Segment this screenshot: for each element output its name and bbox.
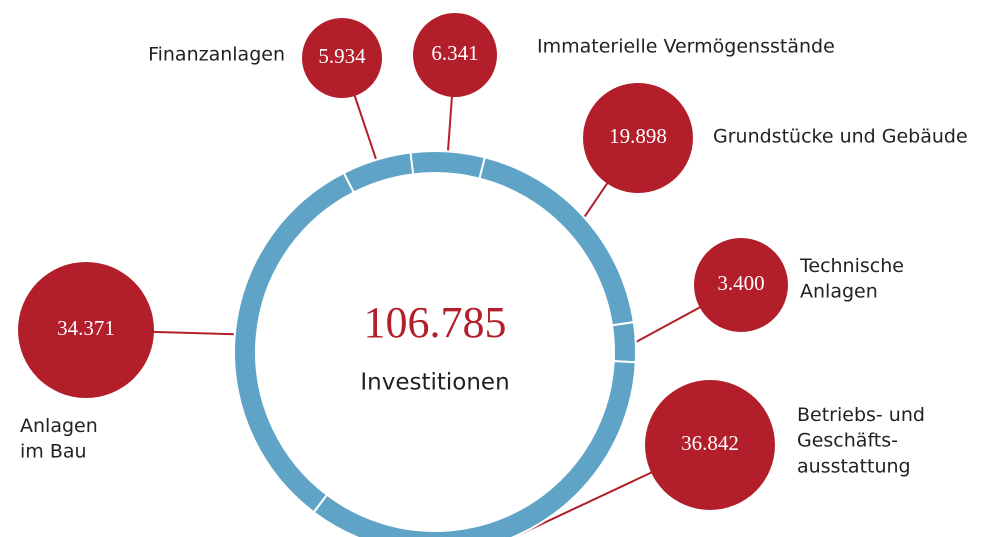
value-bubble [413,13,497,97]
value-label: 5.934 [318,44,366,68]
donut [233,150,637,537]
value-label: 3.400 [717,271,764,295]
center-label: Investitionen [360,370,509,396]
donut-segment [233,171,356,514]
donut-segment [342,151,415,194]
category-label: Finanzanlagen [148,44,285,66]
donut-segment [409,150,487,180]
value-label: 6.341 [431,41,478,65]
category-label: Grundstücke und Gebäude [713,126,968,148]
category-label: Anlagen im Bau [20,415,98,463]
value-label: 34.371 [57,316,115,340]
value-bubble [694,238,788,332]
value-bubble [302,18,382,98]
donut-segment [610,321,637,364]
value-bubble [645,380,775,510]
center-value: 106.785 [364,298,507,347]
value-bubble [18,262,154,398]
category-label: Betriebs- und Geschäfts-ausstattung [797,404,925,477]
value-label: 19.898 [609,124,667,148]
value-label: 36.842 [681,431,739,455]
labels: 5.934 Finanzanlagen 6.341 Immaterielle Verm… [18,13,968,510]
category-label: Technische Anlagen [799,255,904,303]
category-label: Immaterielle Vermögensstände [537,36,835,58]
value-bubble [583,83,693,193]
